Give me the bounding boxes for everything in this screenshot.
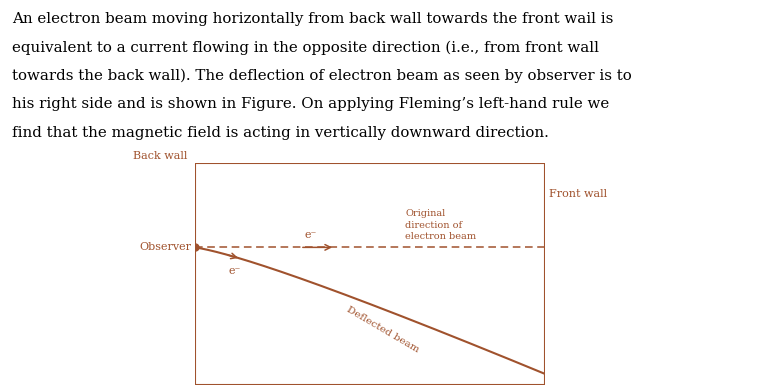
Text: equivalent to a current flowing in the opposite direction (i.e., from front wall: equivalent to a current flowing in the o… <box>12 40 598 55</box>
Text: find that the magnetic field is acting in vertically downward direction.: find that the magnetic field is acting i… <box>12 126 549 140</box>
Text: Deflected beam: Deflected beam <box>345 305 420 354</box>
Text: Original
direction of
electron beam: Original direction of electron beam <box>405 210 476 241</box>
Text: Back wall: Back wall <box>133 151 187 161</box>
Text: An electron beam moving horizontally from back wall towards the front wail is: An electron beam moving horizontally fro… <box>12 12 613 26</box>
Text: Front wall: Front wall <box>549 189 607 199</box>
Text: his right side and is shown in Figure. On applying Fleming’s left-hand rule we: his right side and is shown in Figure. O… <box>12 97 609 111</box>
Text: e⁻: e⁻ <box>305 230 317 240</box>
Text: e⁻: e⁻ <box>229 266 241 276</box>
Text: towards the back wall). The deflection of electron beam as seen by observer is t: towards the back wall). The deflection o… <box>12 69 632 83</box>
Text: Observer: Observer <box>139 242 191 252</box>
